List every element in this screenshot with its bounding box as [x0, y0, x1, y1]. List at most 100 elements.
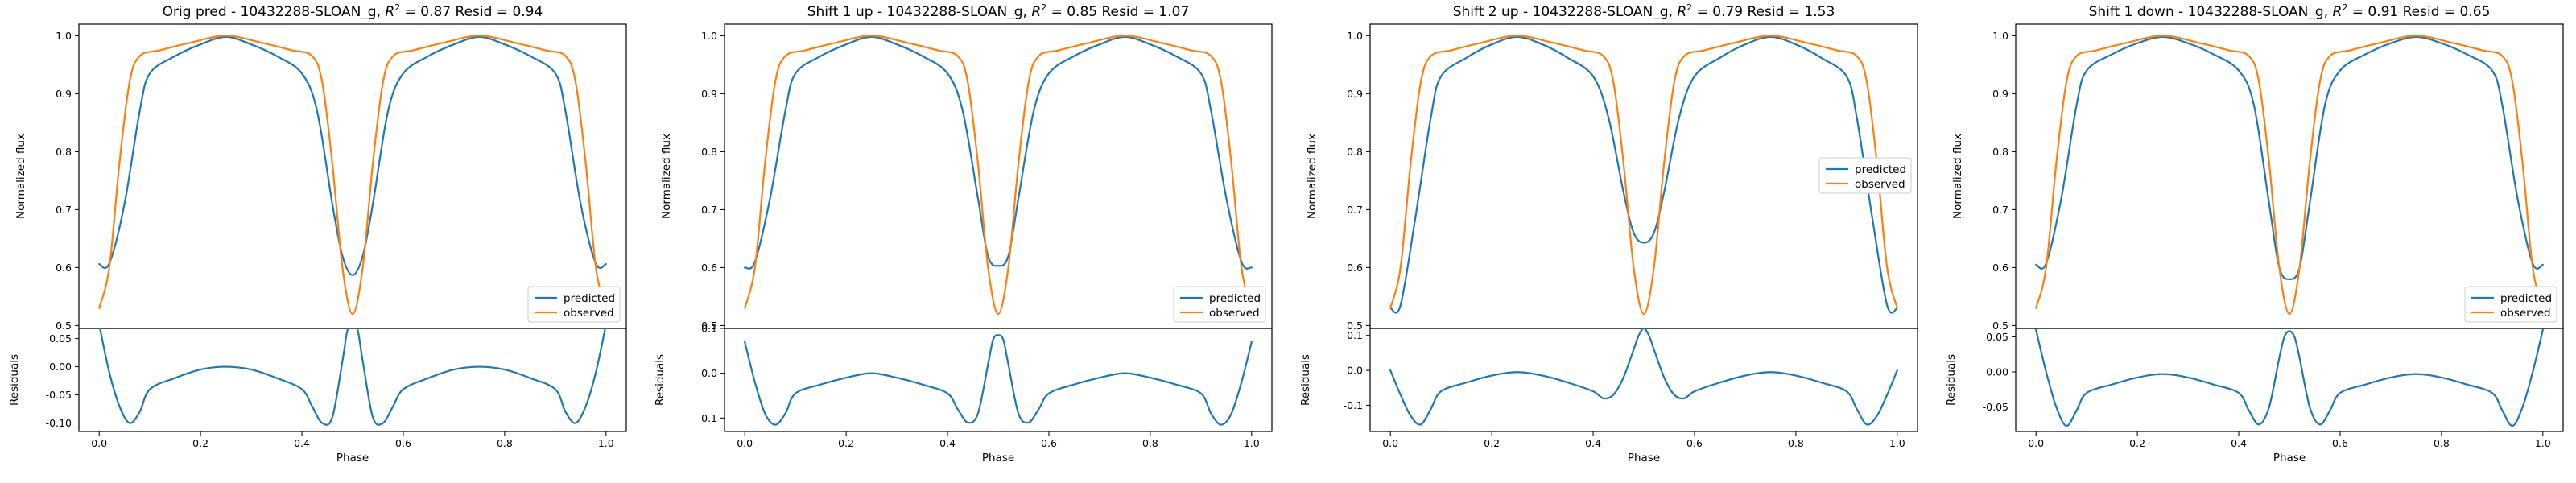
- legend-label-predicted: predicted: [2500, 292, 2552, 305]
- series-predicted-line: [1389, 35, 1898, 314]
- residual-line: [2035, 328, 2544, 427]
- x-tick-label: 1.0: [598, 437, 614, 449]
- legend: predicted observed: [1173, 286, 1266, 323]
- y-axis-label: Normalized flux: [1951, 134, 1964, 219]
- y-axis-label: Normalized flux: [1306, 134, 1319, 219]
- y-tick-label: 0.8: [701, 146, 717, 158]
- x-tick-label: 0.6: [395, 437, 411, 449]
- legend-label-observed: observed: [564, 307, 614, 320]
- legend-label-observed: observed: [2500, 307, 2551, 320]
- x-tick-label: 1.0: [1889, 437, 1905, 449]
- resid-y-tick-label: 0.00: [1986, 365, 2008, 378]
- resid-y-tick-label: 0.05: [1986, 331, 2008, 343]
- x-tick-label: 0.0: [737, 437, 753, 449]
- series-observed-line: [98, 35, 607, 316]
- resid-y-tick-label: -0.10: [46, 417, 72, 429]
- residual-line: [1389, 328, 1898, 426]
- y-tick-label: 1.0: [1347, 30, 1363, 42]
- y-tick-label: 0.7: [56, 204, 72, 216]
- y-tick-label: 0.7: [1992, 204, 2008, 216]
- x-axis-label: Phase: [982, 452, 1014, 464]
- y-tick-label: 0.6: [56, 262, 72, 274]
- x-tick-label: 0.6: [2332, 437, 2348, 449]
- x-tick-label: 0.8: [497, 437, 513, 449]
- resid-y-tick-label: -0.05: [1983, 401, 2008, 413]
- x-tick-label: 0.4: [2231, 437, 2247, 449]
- y-tick-label: 1.0: [701, 30, 717, 42]
- residual-axes-frame: [724, 328, 1273, 432]
- residual-axis-label: Residuals: [8, 354, 21, 406]
- residual-axis-label: Residuals: [1945, 354, 1958, 406]
- legend-label-predicted: predicted: [1855, 163, 1906, 176]
- x-tick-label: 0.0: [91, 437, 107, 449]
- series-predicted-line: [744, 35, 1253, 270]
- y-tick-label: 0.5: [701, 320, 717, 332]
- y-tick-label: 0.6: [701, 262, 717, 274]
- y-tick-label: 0.8: [1992, 146, 2008, 158]
- legend: predicted observed: [1818, 157, 1912, 194]
- x-tick-label: 0.4: [294, 437, 310, 449]
- x-tick-label: 0.2: [838, 437, 854, 449]
- x-tick-label: 0.8: [1142, 437, 1158, 449]
- y-tick-label: 0.9: [1347, 88, 1363, 100]
- x-tick-label: 0.8: [2434, 437, 2450, 449]
- resid-y-tick-label: 0.0: [701, 367, 717, 379]
- x-tick-label: 1.0: [2535, 437, 2551, 449]
- residual-line: [99, 328, 606, 426]
- residual-axes-frame: [2015, 328, 2564, 432]
- y-tick-label: 0.6: [1347, 262, 1363, 274]
- chart-panel-3: Shift 2 up - 10432288-SLOAN_g, R2 = 0.79…: [1299, 2, 1918, 464]
- resid-y-tick-label: 0.1: [701, 323, 717, 335]
- y-tick-label: 1.0: [56, 30, 72, 42]
- series-observed-line: [2035, 35, 2544, 316]
- chart-panel-2: Shift 1 up - 10432288-SLOAN_g, R2 = 0.85…: [654, 2, 1273, 464]
- series-predicted-line: [98, 35, 607, 276]
- chart-title: Shift 2 up - 10432288-SLOAN_g, R2 = 0.79…: [1453, 2, 1835, 20]
- resid-y-tick-label: 0.0: [1347, 365, 1363, 377]
- y-axis-label: Normalized flux: [660, 134, 673, 219]
- y-axis-label: Normalized flux: [14, 134, 27, 219]
- y-tick-label: 0.5: [1992, 320, 2008, 332]
- residual-axis-label: Residuals: [1299, 354, 1312, 406]
- resid-y-tick-label: 0.05: [49, 332, 72, 345]
- y-tick-label: 0.8: [56, 146, 72, 158]
- y-tick-label: 0.7: [1347, 204, 1363, 216]
- resid-y-tick-label: 0.00: [49, 361, 72, 373]
- y-tick-label: 0.7: [701, 204, 717, 216]
- series-observed-line: [744, 35, 1253, 316]
- residual-line: [744, 334, 1253, 426]
- x-tick-label: 0.4: [1585, 437, 1601, 449]
- x-tick-label: 0.2: [1484, 437, 1500, 449]
- chart-panel-4: Shift 1 down - 10432288-SLOAN_g, R2 = 0.…: [1945, 2, 2564, 464]
- x-tick-label: 0.0: [1382, 437, 1398, 449]
- x-axis-label: Phase: [2273, 452, 2306, 464]
- x-axis-label: Phase: [336, 452, 369, 464]
- x-tick-label: 0.0: [2028, 437, 2044, 449]
- resid-y-tick-label: -0.05: [46, 389, 72, 401]
- legend-label-observed: observed: [1855, 178, 1905, 191]
- y-tick-label: 0.9: [56, 88, 72, 100]
- x-tick-label: 0.2: [2129, 437, 2145, 449]
- y-tick-label: 0.9: [701, 88, 717, 100]
- y-tick-label: 0.5: [56, 320, 72, 332]
- legend-label-predicted: predicted: [564, 292, 615, 305]
- y-tick-label: 0.5: [1347, 320, 1363, 332]
- x-tick-label: 0.4: [939, 437, 956, 449]
- x-tick-label: 0.8: [1788, 437, 1804, 449]
- resid-y-tick-label: 0.1: [1347, 329, 1363, 341]
- legend-label-observed: observed: [1209, 307, 1260, 320]
- x-tick-label: 0.6: [1686, 437, 1703, 449]
- legend: predicted observed: [527, 286, 621, 323]
- series-observed-line: [1389, 35, 1898, 316]
- y-tick-label: 0.9: [1992, 88, 2008, 100]
- chart-panel-1: Orig pred - 10432288-SLOAN_g, R2 = 0.87 …: [8, 2, 627, 464]
- chart-title: Shift 1 up - 10432288-SLOAN_g, R2 = 0.85…: [807, 2, 1190, 20]
- y-tick-label: 0.6: [1992, 262, 2008, 274]
- legend: predicted observed: [2464, 286, 2557, 323]
- series-predicted-line: [2035, 35, 2544, 280]
- x-tick-label: 1.0: [1244, 437, 1260, 449]
- legend-label-predicted: predicted: [1209, 292, 1261, 305]
- resid-y-tick-label: -0.1: [1344, 399, 1363, 411]
- y-tick-label: 1.0: [1992, 30, 2008, 42]
